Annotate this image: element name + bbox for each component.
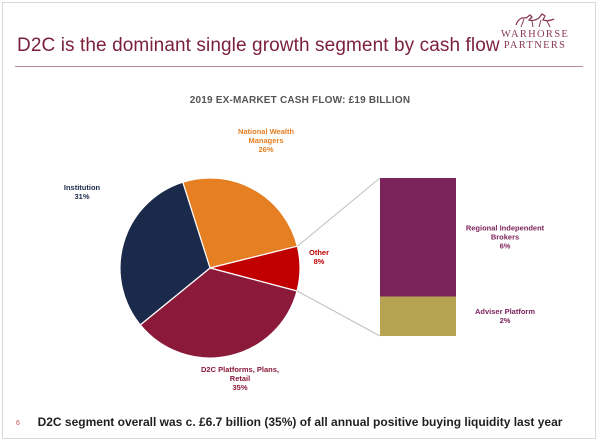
slice-label-d2c-platforms-plans-retail: D2C Platforms, Plans, Retail 35% [201,365,279,392]
breakdown-label-adviser-platform: Adviser Platform 2% [475,307,535,325]
logo-line-1: WARHORSE [500,29,570,40]
connector-line-bottom [296,290,381,337]
slide: D2C is the dominant single growth segmen… [2,2,596,439]
pie-slice-d2c-platforms-plans-retail [139,267,298,359]
horse-icon [515,13,555,28]
connector-line-top [297,177,381,247]
page-number: 6 [16,420,20,427]
pie-slice-institution [119,181,211,326]
slice-label-institution: Institution 31% [64,183,101,201]
logo: WARHORSE PARTNERS [489,11,581,51]
breakdown-bar-adviser-platform [380,296,456,336]
title-divider [15,66,583,67]
breakdown-label-regional-independent-brokers: Regional Independent Brokers 6% [466,223,545,250]
page-title: D2C is the dominant single growth segmen… [17,35,500,56]
slice-label-national-wealth-managers: National Wealth Managers 26% [238,127,295,154]
slice-label-other: Other 8% [309,248,329,266]
chart-title: 2019 EX-MARKET CASH FLOW: £19 BILLION [189,95,411,106]
breakdown-bar-regional-independent-brokers [380,178,456,297]
pie-slice-national-wealth-managers [182,177,299,269]
logo-line-2: PARTNERS [503,40,567,51]
footer-note: D2C segment overall was c. £6.7 billion … [37,415,563,429]
